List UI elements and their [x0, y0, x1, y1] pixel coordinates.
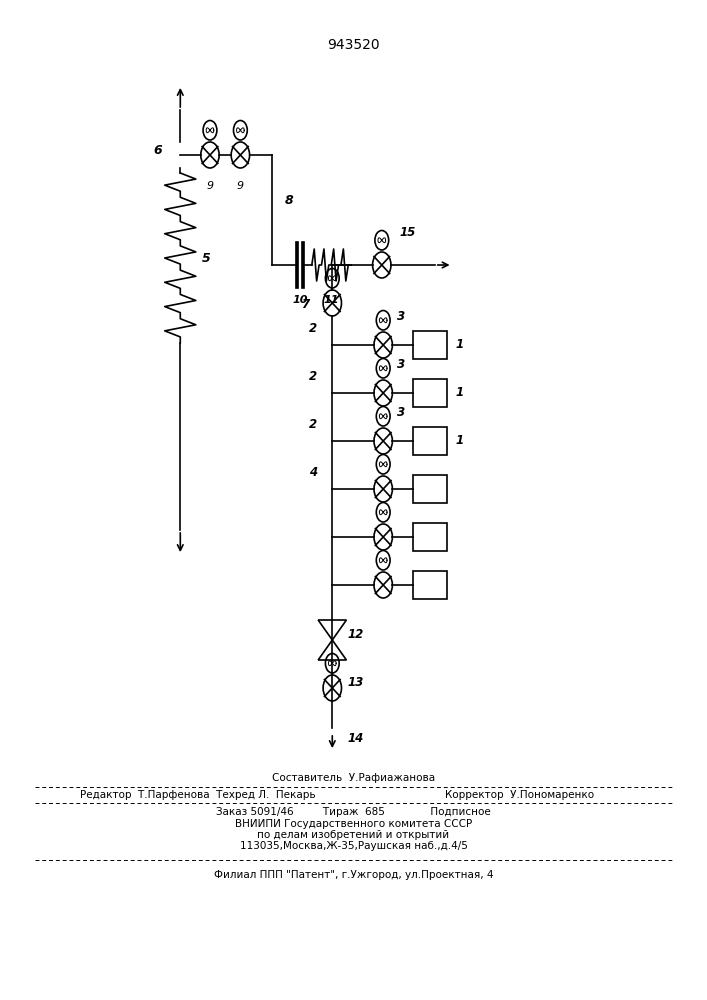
Text: 5: 5 — [201, 251, 210, 264]
Text: 13: 13 — [348, 676, 364, 690]
Text: 943520: 943520 — [327, 38, 380, 52]
Text: 1: 1 — [455, 338, 463, 352]
Text: 3: 3 — [397, 406, 405, 419]
Text: 113035,Москва,Ж-35,Раушская наб.,д.4/5: 113035,Москва,Ж-35,Раушская наб.,д.4/5 — [240, 841, 467, 851]
Text: Редактор  Т.Парфенова  Техред Л.  Пекарь: Редактор Т.Парфенова Техред Л. Пекарь — [80, 790, 316, 800]
Text: 8: 8 — [285, 194, 293, 207]
Text: 11: 11 — [324, 295, 339, 305]
Text: 1: 1 — [455, 434, 463, 448]
Bar — [413, 331, 447, 359]
Text: 14: 14 — [348, 731, 364, 744]
Text: Корректор  У.Пономаренко: Корректор У.Пономаренко — [445, 790, 594, 800]
Text: 7: 7 — [301, 298, 309, 312]
Bar — [413, 427, 447, 455]
Text: 15: 15 — [399, 226, 416, 239]
Text: 9: 9 — [206, 181, 214, 191]
Text: 9: 9 — [237, 181, 244, 191]
Text: Составитель  У.Рафиажанова: Составитель У.Рафиажанова — [272, 773, 435, 783]
Text: 1: 1 — [455, 386, 463, 399]
Text: 12: 12 — [348, 628, 364, 642]
Bar — [413, 475, 447, 503]
Text: ВНИИПИ Государственного комитета СССР: ВНИИПИ Государственного комитета СССР — [235, 819, 472, 829]
Text: Филиал ППП "Патент", г.Ужгород, ул.Проектная, 4: Филиал ППП "Патент", г.Ужгород, ул.Проек… — [214, 870, 493, 880]
Bar — [413, 523, 447, 551]
Text: Заказ 5091/46         Тираж  685              Подписное: Заказ 5091/46 Тираж 685 Подписное — [216, 807, 491, 817]
Text: 2: 2 — [309, 322, 317, 335]
Bar — [413, 379, 447, 407]
Text: 10: 10 — [293, 295, 308, 305]
Text: 3: 3 — [397, 310, 405, 323]
Text: 2: 2 — [309, 370, 317, 383]
Text: 2: 2 — [309, 418, 317, 431]
Text: 3: 3 — [397, 358, 405, 371]
Text: 4: 4 — [309, 466, 317, 479]
Text: 6: 6 — [154, 143, 163, 156]
Text: по делам изобретений и открытий: по делам изобретений и открытий — [257, 830, 450, 840]
Bar — [413, 571, 447, 599]
